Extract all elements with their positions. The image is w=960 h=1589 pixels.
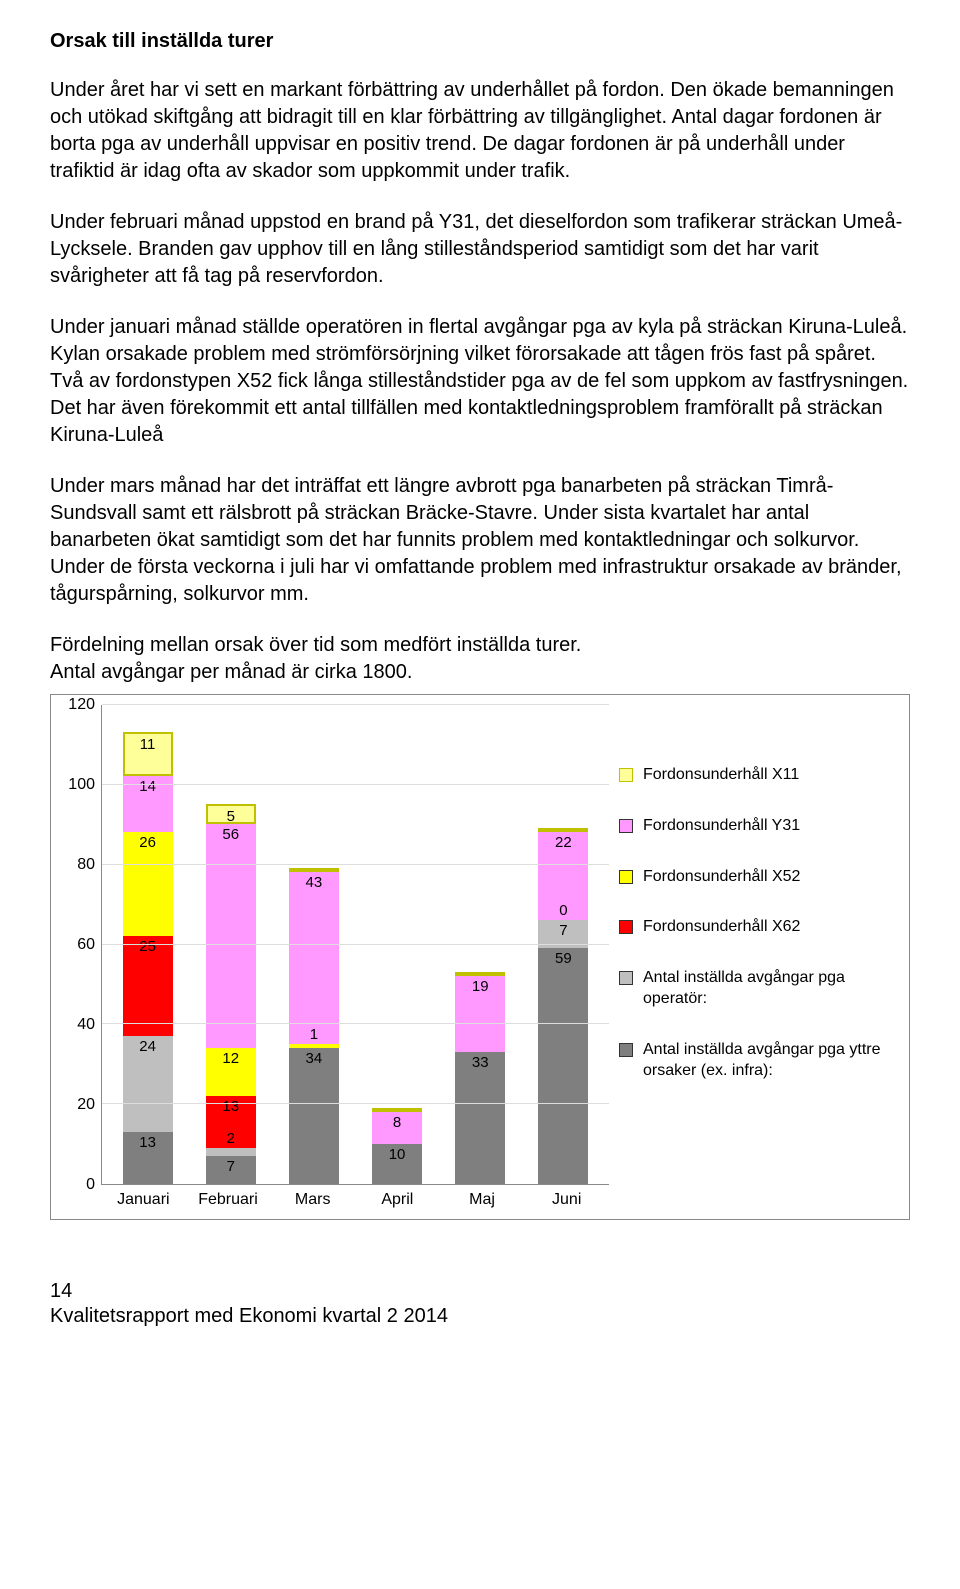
legend-item-y31: Fordonsunderhåll Y31 bbox=[619, 816, 889, 837]
seg-label: 7 bbox=[559, 922, 567, 939]
seg-yttre: 59 bbox=[538, 948, 588, 1184]
seg-label: 25 bbox=[139, 938, 156, 955]
grid-line bbox=[102, 1103, 609, 1104]
grid-line bbox=[102, 704, 609, 705]
y-tick: 60 bbox=[77, 936, 95, 954]
paragraph-4: Under mars månad har det inträffat ett l… bbox=[50, 473, 910, 608]
x-tick: Januari bbox=[101, 1185, 186, 1209]
y-tick: 40 bbox=[77, 1016, 95, 1034]
legend-swatch bbox=[619, 1043, 633, 1057]
x-tick: Mars bbox=[270, 1185, 355, 1209]
seg-label: 26 bbox=[139, 834, 156, 851]
seg-label: 13 bbox=[222, 1098, 239, 1115]
seg-x62: 25 bbox=[123, 936, 173, 1036]
seg-yttre: 7 bbox=[206, 1156, 256, 1184]
seg-label: 24 bbox=[139, 1038, 156, 1055]
seg-y31: 8 bbox=[372, 1112, 422, 1144]
legend: Fordonsunderhåll X11 Fordonsunderhåll Y31… bbox=[609, 705, 889, 1209]
legend-swatch bbox=[619, 870, 633, 884]
seg-y31: 19 bbox=[455, 976, 505, 1052]
seg-operator: 2 bbox=[206, 1148, 256, 1156]
seg-label: 12 bbox=[222, 1050, 239, 1067]
page-title: Orsak till inställda turer bbox=[50, 30, 910, 53]
y-tick: 120 bbox=[68, 696, 95, 714]
x-axis: JanuariFebruariMarsAprilMajJuni bbox=[101, 1185, 609, 1209]
seg-label: 33 bbox=[472, 1054, 489, 1071]
seg-label: 34 bbox=[306, 1050, 323, 1067]
chart-container: 020406080100120 111426252413556121327431… bbox=[50, 694, 910, 1220]
bar-februari: 556 12 13 2 7 bbox=[206, 804, 256, 1184]
legend-swatch bbox=[619, 768, 633, 782]
grid-line bbox=[102, 944, 609, 945]
seg-yttre: 13 bbox=[123, 1132, 173, 1184]
legend-item-operator: Antal inställda avgångar pga operatör: bbox=[619, 968, 889, 1010]
bar-mars: 43 1 34 bbox=[289, 868, 339, 1184]
seg-label: 22 bbox=[555, 834, 572, 851]
x-tick: Februari bbox=[186, 1185, 271, 1209]
plot-area: 020406080100120 111426252413556121327431… bbox=[61, 705, 609, 1185]
seg-label: 10 bbox=[389, 1146, 406, 1163]
seg-x52: 12 bbox=[206, 1048, 256, 1096]
legend-label: Antal inställda avgångar pga operatör: bbox=[643, 968, 889, 1010]
footer: 14 Kvalitetsrapport med Ekonomi kvartal … bbox=[50, 1280, 910, 1328]
x-tick: Juni bbox=[524, 1185, 609, 1209]
seg-label: 8 bbox=[393, 1114, 401, 1131]
seg-x52: 26 bbox=[123, 832, 173, 936]
seg-label: 11 bbox=[140, 736, 156, 753]
seg-label: 43 bbox=[306, 874, 323, 891]
seg-label: 13 bbox=[139, 1134, 156, 1151]
x-tick: April bbox=[355, 1185, 440, 1209]
seg-x11: 5 bbox=[206, 804, 256, 824]
bars-area: 111426252413556121327431348101933220759 bbox=[101, 705, 609, 1185]
legend-label: Antal inställda avgångar pga yttre orsak… bbox=[643, 1040, 889, 1082]
paragraph-1: Under året har vi sett en markant förbät… bbox=[50, 77, 910, 185]
bar-juni: 22 0 7 59 bbox=[538, 828, 588, 1184]
y-tick: 100 bbox=[68, 776, 95, 794]
seg-y31: 56 bbox=[206, 824, 256, 1048]
legend-swatch bbox=[619, 920, 633, 934]
legend-label: Fordonsunderhåll X11 bbox=[643, 765, 799, 786]
grid-line bbox=[102, 1023, 609, 1024]
bar-april: 8 10 bbox=[372, 1108, 422, 1184]
page-number: 14 bbox=[50, 1280, 910, 1303]
seg-label: 0 bbox=[559, 902, 567, 919]
legend-item-x62: Fordonsunderhåll X62 bbox=[619, 917, 889, 938]
y-tick: 20 bbox=[77, 1096, 95, 1114]
bar-maj: 1933 bbox=[455, 972, 505, 1184]
seg-label: 19 bbox=[472, 978, 489, 995]
grid-line bbox=[102, 864, 609, 865]
bar-januari: 11 14 26 25 24 13 bbox=[123, 732, 173, 1184]
seg-yttre: 10 bbox=[372, 1144, 422, 1184]
x-tick: Maj bbox=[440, 1185, 525, 1209]
legend-label: Fordonsunderhåll Y31 bbox=[643, 816, 800, 837]
grid-line bbox=[102, 784, 609, 785]
legend-label: Fordonsunderhåll X52 bbox=[643, 867, 800, 888]
seg-label: 7 bbox=[227, 1158, 235, 1175]
seg-label: 59 bbox=[555, 950, 572, 967]
legend-item-x11: Fordonsunderhåll X11 bbox=[619, 765, 889, 786]
seg-label: 5 bbox=[227, 808, 235, 825]
legend-item-yttre: Antal inställda avgångar pga yttre orsak… bbox=[619, 1040, 889, 1082]
seg-label: 1 bbox=[310, 1026, 318, 1043]
y-tick: 0 bbox=[86, 1176, 95, 1194]
seg-label: 2 bbox=[227, 1130, 235, 1147]
seg-y31: 43 bbox=[289, 872, 339, 1044]
legend-item-x52: Fordonsunderhåll X52 bbox=[619, 867, 889, 888]
legend-swatch bbox=[619, 819, 633, 833]
paragraph-5: Fördelning mellan orsak över tid som med… bbox=[50, 632, 910, 686]
paragraph-2: Under februari månad uppstod en brand på… bbox=[50, 209, 910, 290]
seg-label: 14 bbox=[139, 778, 156, 795]
footer-text: Kvalitetsrapport med Ekonomi kvartal 2 2… bbox=[50, 1305, 910, 1328]
legend-label: Fordonsunderhåll X62 bbox=[643, 917, 800, 938]
seg-x11: 11 bbox=[123, 732, 173, 776]
y-tick: 80 bbox=[77, 856, 95, 874]
seg-yttre: 33 bbox=[455, 1052, 505, 1184]
y-axis: 020406080100120 bbox=[61, 705, 101, 1185]
seg-yttre: 34 bbox=[289, 1048, 339, 1184]
seg-operator: 24 bbox=[123, 1036, 173, 1132]
paragraph-3: Under januari månad ställde operatören i… bbox=[50, 314, 910, 449]
seg-label: 56 bbox=[222, 826, 239, 843]
legend-swatch bbox=[619, 971, 633, 985]
